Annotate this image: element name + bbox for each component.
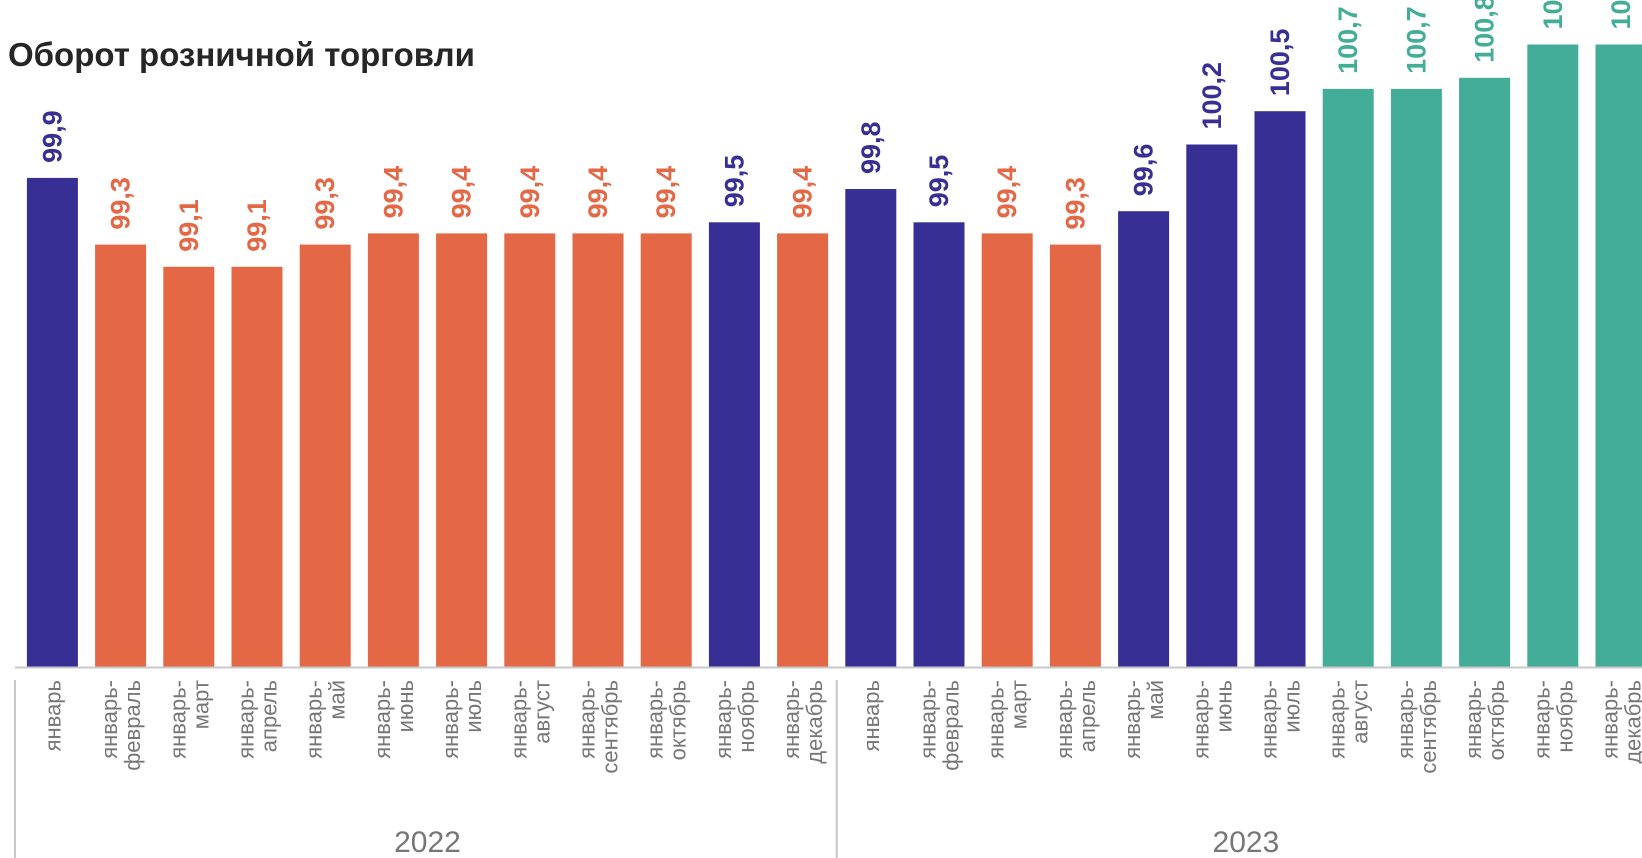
category-label: июль bbox=[461, 680, 486, 733]
chart-title: Оборот розничной торговли bbox=[8, 36, 475, 73]
value-label: 100,8 bbox=[1470, 0, 1500, 63]
category-label: май bbox=[325, 680, 350, 720]
value-label: 99,6 bbox=[1129, 144, 1159, 197]
value-label: 100,5 bbox=[1265, 29, 1295, 97]
bar bbox=[1254, 111, 1306, 667]
category-label: август bbox=[1348, 680, 1373, 744]
category-label: август bbox=[529, 680, 554, 744]
bar bbox=[845, 189, 897, 667]
category-label: сентябрь bbox=[598, 680, 623, 774]
category-label: январь bbox=[40, 680, 65, 751]
bar bbox=[367, 233, 419, 667]
value-label: 99,4 bbox=[378, 166, 408, 219]
value-label: 99,9 bbox=[37, 110, 67, 163]
bar bbox=[572, 233, 624, 667]
bar bbox=[1390, 88, 1442, 667]
bar bbox=[1049, 244, 1101, 667]
category-label: сентябрь bbox=[1416, 680, 1441, 774]
value-label: 99,3 bbox=[1060, 177, 1090, 230]
category-label: июль bbox=[1280, 680, 1305, 733]
bar bbox=[777, 233, 829, 667]
category-label: январь- bbox=[370, 680, 395, 759]
value-label: 100,7 bbox=[1401, 6, 1431, 74]
category-label: март bbox=[1007, 680, 1032, 729]
category-label: январь- bbox=[1257, 680, 1282, 759]
category-label: январь- bbox=[575, 680, 600, 759]
value-label: 99,4 bbox=[788, 166, 818, 219]
value-label: 99,8 bbox=[856, 121, 886, 174]
bar bbox=[1322, 88, 1374, 667]
category-label: январь- bbox=[1188, 680, 1213, 759]
value-label: 99,4 bbox=[651, 166, 681, 219]
category-label: июнь bbox=[393, 680, 418, 732]
value-label: 101,1 bbox=[1538, 0, 1568, 30]
value-label: 100,2 bbox=[1197, 62, 1227, 130]
category-label: апрель bbox=[1075, 680, 1100, 752]
category-label: январь- bbox=[779, 680, 804, 759]
value-label: 99,5 bbox=[719, 155, 749, 208]
category-label: июнь bbox=[1211, 680, 1236, 732]
category-label: январь- bbox=[438, 680, 463, 759]
bar bbox=[231, 266, 283, 667]
category-label: январь- bbox=[165, 680, 190, 759]
bar bbox=[299, 244, 351, 667]
value-label: 101,1 bbox=[1606, 0, 1636, 30]
group-label: 2022 bbox=[394, 826, 461, 858]
value-label: 99,1 bbox=[242, 199, 272, 252]
value-label: 99,4 bbox=[447, 166, 477, 219]
bar bbox=[504, 233, 556, 667]
category-label: январь- bbox=[1393, 680, 1418, 759]
value-label: 99,1 bbox=[174, 199, 204, 252]
category-label: октябрь bbox=[1484, 680, 1509, 760]
category-label: январь- bbox=[643, 680, 668, 759]
category-label: апрель bbox=[257, 680, 282, 752]
category-label: январь bbox=[859, 680, 884, 751]
value-label: 100,7 bbox=[1333, 6, 1363, 74]
category-label: ноябрь bbox=[734, 680, 759, 753]
value-label: 99,4 bbox=[992, 166, 1022, 219]
bar bbox=[981, 233, 1033, 667]
bar bbox=[95, 244, 147, 667]
value-label: 99,4 bbox=[515, 166, 545, 219]
bar bbox=[1595, 44, 1642, 667]
category-label: январь- bbox=[1529, 680, 1554, 759]
category-label: декабрь bbox=[1621, 680, 1642, 764]
bar bbox=[708, 222, 760, 668]
value-label: 99,5 bbox=[924, 155, 954, 208]
value-label: 99,4 bbox=[583, 166, 613, 219]
category-label: май bbox=[1143, 680, 1168, 720]
group-label: 2023 bbox=[1213, 826, 1280, 858]
category-label: январь- bbox=[916, 680, 941, 759]
category-label: март bbox=[188, 680, 213, 729]
category-label: январь- bbox=[1325, 680, 1350, 759]
category-label: январь- bbox=[1598, 680, 1623, 759]
category-label: январь- bbox=[711, 680, 736, 759]
category-label: январь- bbox=[302, 680, 327, 759]
category-label: январь- bbox=[1461, 680, 1486, 759]
bar bbox=[1527, 44, 1579, 667]
bar bbox=[913, 222, 965, 668]
category-label: декабрь bbox=[802, 680, 827, 764]
category-label: февраль bbox=[120, 680, 145, 771]
bar bbox=[163, 266, 215, 667]
value-label: 99,3 bbox=[310, 177, 340, 230]
bar bbox=[436, 233, 488, 667]
category-label: январь- bbox=[984, 680, 1009, 759]
value-label: 99,3 bbox=[106, 177, 136, 230]
category-label: ноябрь bbox=[1552, 680, 1577, 753]
bar bbox=[640, 233, 692, 667]
bar bbox=[1186, 144, 1238, 667]
bar bbox=[1118, 211, 1170, 667]
category-label: февраль bbox=[939, 680, 964, 771]
bar bbox=[26, 177, 78, 667]
category-label: октябрь bbox=[666, 680, 691, 760]
category-label: январь- bbox=[506, 680, 531, 759]
bar bbox=[1459, 77, 1511, 668]
category-label: январь- bbox=[234, 680, 259, 759]
category-label: январь- bbox=[1052, 680, 1077, 759]
category-label: январь- bbox=[97, 680, 122, 759]
category-label: январь- bbox=[1120, 680, 1145, 759]
